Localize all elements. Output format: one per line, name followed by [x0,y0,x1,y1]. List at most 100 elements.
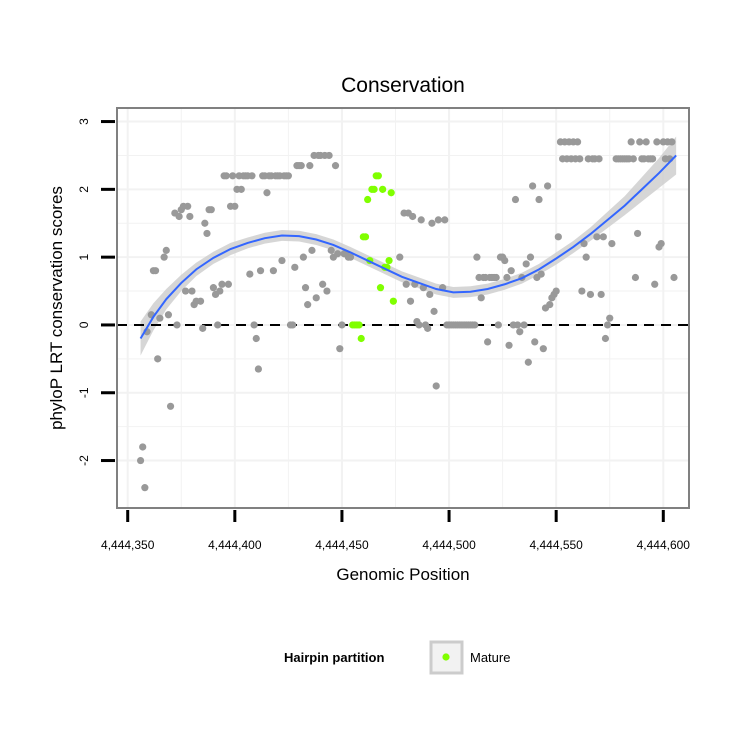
point-other-100 [409,212,417,221]
point-other-65 [284,172,292,180]
point-other-190 [603,321,612,329]
y-tick-label-0: -2 [77,455,91,466]
point-other-211 [651,280,659,288]
point-other-152 [522,260,530,268]
point-other-156 [531,338,539,346]
point-other-12 [166,402,175,410]
point-other-26 [201,219,209,227]
point-mature-17 [385,256,393,265]
point-other-29 [207,206,215,214]
point-other-21 [188,287,196,295]
point-mature-14 [379,185,387,193]
y-tick-label-2: 0 [77,321,91,328]
point-other-48 [248,172,256,180]
point-other-143 [503,273,511,282]
point-other-180 [582,253,590,261]
point-other-62 [278,256,286,265]
y-tick-label-3: 1 [77,253,91,260]
point-other-200 [627,138,635,146]
x-axis-title: Genomic Position [336,565,469,584]
point-other-166 [552,287,560,295]
point-other-7 [154,355,162,363]
point-other-67 [289,321,297,329]
legend: Hairpin partition Mature [284,640,510,675]
point-other-24 [196,297,205,305]
point-other-107 [424,324,432,332]
point-other-182 [586,290,595,299]
y-tick-label-1: -1 [77,387,91,398]
point-other-131 [477,294,485,302]
smooth-fit [139,154,677,340]
point-other-210 [648,155,657,163]
legend-label-mature: Mature [470,650,510,665]
x-tick-label-0: 4,444,350 [101,538,155,552]
panel-background [117,108,689,508]
point-other-214 [657,239,665,248]
point-other-163 [546,301,554,309]
point-other-94 [346,253,355,261]
point-other-99 [406,297,415,305]
point-other-52 [256,267,265,275]
point-other-186 [595,155,603,163]
point-other-176 [573,138,582,146]
point-other-129 [473,253,481,261]
point-other-89 [336,345,344,353]
point-other-58 [269,267,277,275]
x-tick-label-1: 4,444,400 [208,538,262,552]
point-other-162 [544,182,552,190]
point-other-78 [312,294,320,302]
point-other-43 [237,185,245,193]
point-other-128 [471,321,479,329]
point-other-110 [430,307,438,315]
x-axis: 4,444,350 4,444,400 4,444,450 4,444,500 4,44… [101,510,690,552]
point-other-0 [136,456,145,465]
point-other-153 [524,358,532,366]
point-other-39 [229,172,237,180]
confidence-ribbon [140,136,677,356]
point-other-188 [599,233,607,241]
point-mature-19 [389,297,397,305]
point-other-2 [141,484,149,492]
point-other-151 [520,321,528,329]
plot-panel [116,107,690,509]
point-mature-13 [376,284,385,292]
point-other-18 [181,287,190,295]
legend-key-mature-dot [442,653,450,661]
smooth-fit-line [139,154,677,340]
x-tick-label-3: 4,444,500 [422,538,476,552]
point-other-10 [162,246,170,254]
point-other-112 [434,216,442,224]
point-other-154 [526,253,535,261]
chart-title: Conservation [341,74,465,97]
point-other-74 [304,301,312,309]
point-other-114 [441,216,449,224]
point-other-220 [670,273,678,282]
point-other-167 [554,233,562,241]
point-other-219 [668,138,676,146]
point-other-88 [334,250,342,258]
point-other-155 [529,182,537,190]
point-other-142 [501,256,509,265]
point-other-19 [184,202,192,210]
point-other-84 [325,151,333,160]
point-mature-10 [370,185,378,193]
point-other-201 [629,155,637,163]
points-other [136,138,678,492]
point-other-145 [507,267,515,275]
point-other-203 [633,229,642,238]
point-other-189 [601,334,610,343]
point-other-159 [537,270,545,278]
point-other-83 [323,287,331,295]
x-tick-label-5: 4,444,600 [637,538,691,552]
point-other-51 [254,365,262,373]
point-other-76 [308,246,316,254]
y-tick-label-5: 3 [77,118,91,125]
point-other-111 [432,382,440,390]
point-other-75 [306,162,314,170]
point-other-177 [576,155,584,163]
y-tick-label-4: 2 [77,186,91,193]
point-other-192 [608,239,616,248]
point-other-15 [175,212,183,221]
point-other-20 [186,212,194,221]
point-other-49 [250,321,258,329]
